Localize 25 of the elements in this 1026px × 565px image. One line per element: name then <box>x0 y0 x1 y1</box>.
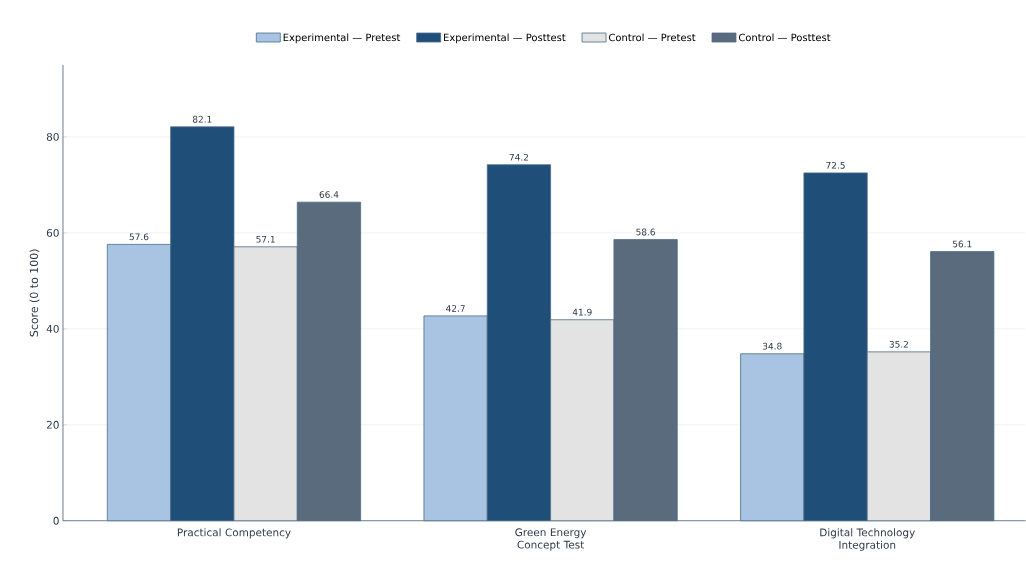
y-tick-label: 0 <box>53 516 59 525</box>
data-label: 58.6 <box>636 228 655 236</box>
data-label: 35.2 <box>889 341 908 348</box>
data-label: 66.4 <box>319 191 339 199</box>
data-label: 57.6 <box>129 233 149 241</box>
y-axis-title: Score (0 to 100) <box>29 249 40 337</box>
legend-label: Control — Posttest <box>738 33 831 42</box>
y-tick-label: 80 <box>46 133 59 141</box>
y-tick-label: 20 <box>46 420 59 429</box>
data-label: 72.5 <box>826 162 845 169</box>
x-tick-label: Green Energy Concept Test <box>515 528 587 551</box>
data-label: 57.1 <box>256 236 275 243</box>
x-tick-label: Practical Competency <box>177 528 291 539</box>
data-label: 56.1 <box>952 240 972 248</box>
legend-label: Experimental — Posttest <box>444 33 566 44</box>
data-label: 42.7 <box>446 305 465 312</box>
data-label: 41.9 <box>572 308 592 316</box>
y-tick-label: 40 <box>46 325 59 333</box>
data-label: 34.8 <box>762 342 782 350</box>
y-tick-label: 60 <box>46 229 59 237</box>
data-label: 74.2 <box>509 154 529 161</box>
data-label: 82.1 <box>192 116 212 123</box>
legend-label: Experimental — Pretest <box>283 33 401 44</box>
x-tick-label: Digital Technology Integration <box>820 528 915 551</box>
legend-label: Control — Pretest <box>608 33 696 42</box>
